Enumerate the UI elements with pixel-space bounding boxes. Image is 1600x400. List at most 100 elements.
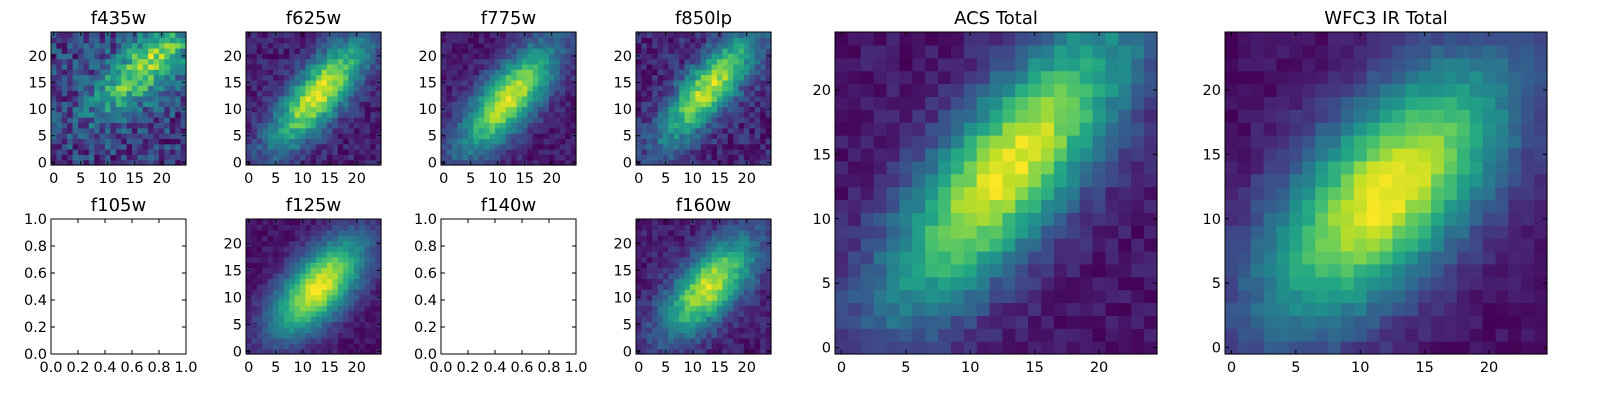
heatmap-cell [99,106,106,113]
heatmap-cell [1053,96,1068,110]
heatmap-cell [722,337,729,344]
heatmap-cell [370,267,377,274]
heatmap-cell [1392,315,1406,329]
heatmap-cell [749,262,756,269]
heatmap-cell [663,111,669,118]
heatmap-cell [700,47,707,54]
heatmap-cell [175,149,182,155]
heatmap-cell [727,37,734,44]
heatmap-cell [760,63,767,70]
heatmap-cell [684,327,691,333]
heatmap-cell [684,122,691,129]
heatmap-cell [1302,225,1316,239]
heatmap-cell [1302,212,1316,226]
heatmap-cell [886,70,900,85]
heatmap-cell [1131,109,1145,123]
heatmap-cell [695,240,702,247]
heatmap-cell [289,240,296,247]
heatmap-cell [711,348,718,355]
heatmap-cell [1015,44,1029,59]
heatmap-cell [273,251,279,258]
heatmap-cell [256,69,263,76]
heatmap-cell [565,32,572,38]
heatmap-cell [478,117,485,124]
heatmap-cell [327,251,333,258]
heatmap-cell [717,251,723,258]
heatmap-cell [690,300,696,306]
heatmap-cell [359,101,366,108]
heatmap-cell [733,219,740,225]
heatmap-cell [500,138,507,145]
heatmap-cell [289,149,296,155]
heatmap-cell [717,85,723,92]
heatmap-cell [262,337,269,344]
heatmap-cell [359,53,366,60]
heatmap-cell [159,154,165,161]
heatmap-cell [673,348,680,355]
heatmap-cell [700,229,707,236]
heatmap-cell [354,111,360,118]
heatmap-cell [668,37,675,44]
heatmap-cell [706,305,713,312]
heatmap-cell [1534,263,1548,278]
heatmap-cell [110,95,117,102]
heatmap-cell [1276,341,1290,355]
heatmap-cell [559,127,566,134]
heatmap-cell [375,101,382,108]
heatmap-cell [327,95,333,102]
heatmap-cell [500,69,507,76]
heatmap-cell [690,122,696,129]
heatmap-cell [925,57,939,72]
heatmap-cell [511,63,518,70]
heatmap-cell [847,135,862,149]
heatmap-cell [668,63,675,70]
heatmap-cell [56,149,63,155]
heatmap-cell [159,85,165,92]
heatmap-cell [94,111,101,118]
y-tick-label: 10 [419,102,437,118]
heatmap-cell [61,32,68,38]
heatmap-cell [679,262,686,269]
heatmap-cell [316,95,323,102]
heatmap-cell [1092,122,1107,136]
heatmap-cell [722,283,729,290]
heatmap-cell [132,63,138,70]
heatmap-cell [175,154,182,161]
heatmap-cell [1508,276,1522,291]
heatmap-cell [847,44,862,59]
heatmap-cell [294,256,301,263]
heatmap-cell [1431,341,1445,355]
heatmap-cell [256,149,263,155]
heatmap-cell [364,133,371,139]
heatmap-cell [1092,212,1107,226]
heatmap-cell [673,79,680,86]
heatmap-cell [364,159,371,166]
heatmap-cell [126,122,133,129]
heatmap-cell [668,143,675,150]
heatmap-cell [300,63,306,70]
heatmap-cell [251,251,258,258]
heatmap-cell [343,47,350,54]
heatmap-cell [142,53,149,60]
heatmap-cell [294,316,301,323]
heatmap-cell [267,278,274,285]
heatmap-cell [738,273,745,279]
heatmap-cell [332,53,339,60]
heatmap-cell [354,53,360,60]
heatmap-cell [83,143,90,150]
heatmap-cell [684,337,691,344]
heatmap-cell [246,47,252,54]
heatmap-cell [310,289,317,296]
heatmap-cell [1015,186,1029,201]
heatmap-cell [294,32,301,38]
heatmap-cell [860,263,875,278]
heatmap-cell [1041,302,1055,316]
heatmap-cell [963,250,978,265]
heatmap-cell [1340,263,1355,278]
heatmap-cell [316,149,323,155]
x-tick-label: 0.0 [39,360,62,376]
heatmap-cell [1066,328,1081,342]
heatmap-cell [321,149,328,155]
heatmap-cell [668,246,675,252]
heatmap-cell [343,327,350,333]
